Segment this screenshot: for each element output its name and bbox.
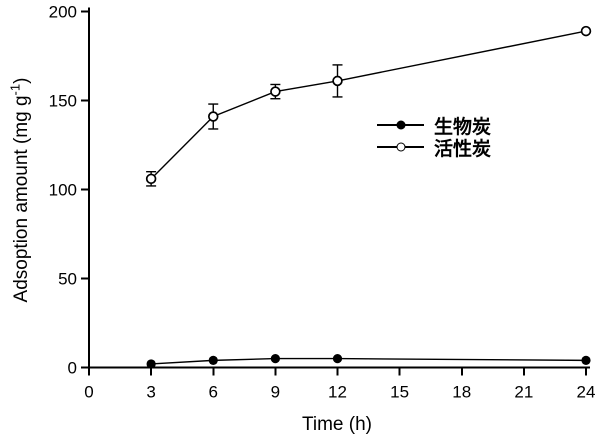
- y-tick-label: 150: [49, 92, 77, 111]
- data-point-open-circle: [145, 173, 157, 185]
- open-circle-icon: [396, 142, 405, 152]
- filled-circle-icon: [396, 120, 405, 130]
- x-tick-label: 15: [390, 383, 409, 402]
- x-tick-label: 24: [577, 383, 596, 402]
- legend-sample-activated-carbon: [377, 141, 424, 153]
- x-tick-label: 18: [452, 383, 471, 402]
- data-point-open-circle: [580, 25, 592, 37]
- data-point-filled-circle: [270, 354, 280, 364]
- legend: 生物炭 活性炭: [377, 114, 492, 160]
- y-tick-label: 50: [58, 270, 77, 289]
- x-tick-label: 12: [328, 383, 347, 402]
- data-point-open-circle: [332, 75, 343, 87]
- y-axis-title: Adsoption amount (mg g-1): [7, 77, 33, 303]
- legend-sample-biochar: [377, 119, 424, 131]
- x-tick-label: 9: [271, 383, 280, 402]
- y-tick-label: 200: [49, 3, 77, 22]
- data-point-open-circle: [270, 86, 281, 97]
- x-tick-label: 3: [146, 383, 155, 402]
- legend-label-activated-carbon: 活性炭: [434, 138, 492, 160]
- y-axis-title-superscript: -1: [7, 83, 23, 96]
- y-axis-title-close: ): [11, 77, 32, 84]
- data-point-filled-circle: [332, 354, 343, 364]
- data-point-open-circle: [208, 111, 219, 122]
- legend-item-biochar: 生物炭: [377, 114, 492, 138]
- legend-item-activated-carbon: 活性炭: [377, 136, 492, 160]
- y-tick-label: 0: [68, 359, 77, 378]
- x-tick-label: 6: [209, 383, 218, 402]
- y-axis-title-text: Adsoption amount (mg g: [11, 95, 32, 303]
- y-tick-label: 100: [49, 181, 77, 200]
- x-axis-title: Time (h): [301, 414, 373, 435]
- data-point-filled-circle: [208, 355, 218, 365]
- x-tick-label: 21: [514, 383, 533, 402]
- data-point-filled-circle: [146, 359, 156, 369]
- series-line-1: [150, 30, 587, 180]
- x-tick-label: 0: [84, 383, 93, 402]
- data-point-filled-circle: [581, 355, 591, 365]
- legend-label-biochar: 生物炭: [434, 116, 492, 138]
